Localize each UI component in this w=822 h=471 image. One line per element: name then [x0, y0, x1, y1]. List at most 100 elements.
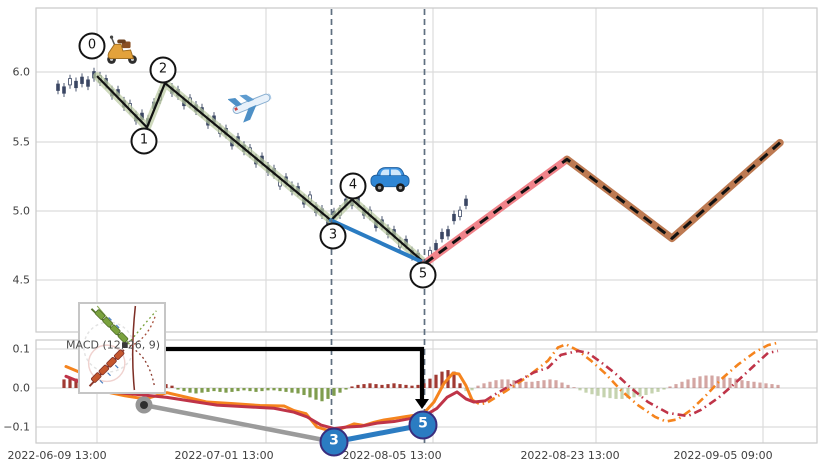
hist-bar	[512, 380, 516, 388]
hist-bar	[542, 380, 546, 388]
waypoint-marker-5[interactable]: 5	[409, 261, 437, 289]
hist-bar	[524, 381, 528, 388]
hist-bar	[494, 380, 498, 388]
candle-body	[446, 229, 450, 237]
waypoint-marker-4[interactable]: 4	[339, 172, 367, 200]
macd-indicator-label: MACD (12, 26, 9)	[66, 338, 161, 352]
hist-bar	[548, 379, 552, 388]
waypoint-marker-2[interactable]: 2	[149, 56, 177, 84]
hist-bar	[404, 384, 408, 388]
x-tick-label: 2022-08-05 13:00	[342, 449, 442, 462]
hist-bar	[206, 388, 210, 392]
hist-bar	[434, 374, 438, 388]
hist-bar	[278, 388, 282, 392]
hist-bar	[326, 388, 330, 399]
hist-bar	[566, 384, 570, 388]
hist-bar	[68, 377, 72, 388]
hist-bar	[776, 384, 780, 388]
candle-body	[74, 80, 78, 89]
x-tick-label: 2022-09-05 09:00	[673, 449, 773, 462]
hist-bar	[386, 384, 390, 388]
macd-marker-5[interactable]: 5	[408, 410, 438, 440]
hist-bar	[398, 384, 402, 388]
trend-line	[96, 75, 426, 265]
hist-bar	[650, 388, 654, 394]
x-tick-label: 2022-06-09 13:00	[7, 449, 107, 462]
hist-bar	[584, 388, 588, 393]
hist-bar	[746, 380, 750, 388]
x-tick-label: 2022-08-23 13:00	[520, 449, 620, 462]
hist-bar	[536, 380, 540, 388]
candle-body	[86, 79, 90, 87]
hist-bar	[602, 388, 606, 398]
hist-bar	[350, 386, 354, 388]
black-callout-line	[165, 346, 425, 399]
hist-bar	[764, 383, 768, 388]
candle-body	[68, 78, 72, 86]
forecast-sienna-band	[563, 138, 784, 243]
hist-bar	[620, 388, 624, 399]
hist-bar	[428, 378, 432, 388]
hist-bar	[392, 383, 396, 388]
hist-bar	[692, 377, 696, 388]
hist-bar	[614, 388, 618, 399]
x-tick-label: 2022-07-01 13:00	[174, 449, 274, 462]
macd-marker-3[interactable]: 3	[319, 427, 349, 457]
macd-tick-label: 0.0	[12, 381, 31, 395]
blue-macd-connector	[331, 422, 426, 445]
waypoint-marker-3[interactable]: 3	[319, 222, 347, 250]
hist-bar	[284, 388, 288, 392]
hist-bar	[596, 388, 600, 396]
hist-bar	[356, 384, 360, 388]
hist-bar	[458, 383, 462, 388]
candle-body	[56, 83, 60, 91]
waypoint-marker-1[interactable]: 1	[130, 127, 158, 155]
hist-bar	[638, 388, 642, 397]
hist-bar	[302, 388, 306, 396]
hist-bar	[572, 387, 576, 389]
hist-bar	[506, 379, 510, 388]
hist-bar	[662, 388, 666, 390]
hist-bar	[212, 388, 216, 392]
hist-bar	[452, 371, 456, 388]
hist-bar	[380, 384, 384, 388]
hist-bar	[242, 388, 246, 391]
candle-body	[434, 243, 438, 251]
hist-bar	[248, 388, 252, 392]
hist-bar	[500, 379, 504, 388]
hist-bar	[734, 378, 738, 388]
hist-bar	[320, 388, 324, 402]
hist-bar	[308, 388, 312, 398]
candle-body	[80, 76, 84, 84]
candle-body	[62, 86, 66, 94]
hist-bar	[362, 384, 366, 388]
hist-bar	[698, 376, 702, 388]
hist-bar	[530, 381, 534, 388]
hist-bar	[578, 388, 582, 391]
hist-bar	[770, 384, 774, 388]
candle-body	[440, 231, 444, 240]
hist-bar	[200, 388, 204, 393]
hist-bar	[224, 388, 228, 393]
car-icon	[370, 164, 410, 200]
macd-line-forecast	[471, 341, 779, 423]
signal-line-forecast	[484, 349, 779, 418]
waypoint-marker-0[interactable]: 0	[78, 32, 106, 60]
price-tick-label: 5.0	[12, 204, 31, 218]
hist-bar	[482, 383, 486, 388]
hist-bar	[164, 384, 168, 388]
hist-bar	[470, 388, 474, 391]
hist-bar	[368, 383, 372, 388]
hist-bar	[176, 388, 180, 390]
gray-dot	[140, 401, 148, 409]
hist-bar	[488, 381, 492, 388]
hist-bar	[722, 377, 726, 388]
hist-bar	[554, 380, 558, 388]
hist-bar	[680, 381, 684, 388]
candle-body	[464, 198, 468, 206]
macd-zoom-inset-image	[78, 302, 166, 394]
candle-body	[458, 209, 462, 217]
hist-bar	[686, 379, 690, 388]
hist-bar	[338, 388, 342, 393]
